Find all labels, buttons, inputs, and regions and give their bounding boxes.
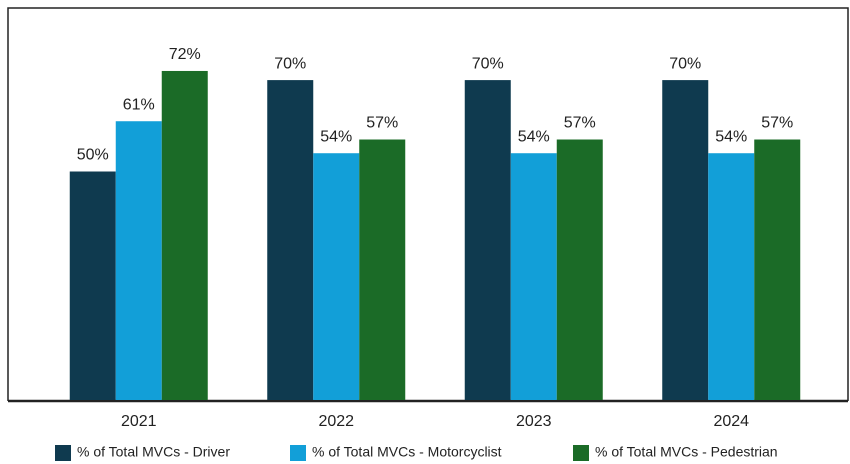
frame: [7, 7, 849, 401]
bar: [754, 139, 801, 400]
bar: [313, 153, 360, 400]
bar: [556, 139, 603, 400]
data-label: 57%: [761, 115, 793, 132]
data-label: 54%: [715, 128, 747, 145]
bar: [662, 80, 709, 400]
x-tick-label: 2024: [713, 413, 749, 430]
data-label: 61%: [123, 96, 155, 113]
x-tick-label: 2022: [318, 413, 354, 430]
legend-swatch: [55, 445, 71, 461]
legend-swatch: [290, 445, 306, 461]
data-label: 57%: [366, 115, 398, 132]
bar: [115, 121, 162, 400]
data-label: 54%: [320, 128, 352, 145]
bar: [69, 171, 116, 400]
bar: [267, 80, 314, 400]
legend-label: % of Total MVCs - Pedestrian: [595, 444, 778, 460]
bar: [161, 70, 208, 401]
legend-label: % of Total MVCs - Motorcyclist: [312, 444, 502, 460]
data-label: 72%: [169, 46, 201, 63]
bar: [464, 80, 511, 400]
bar: [359, 139, 406, 400]
data-label: 50%: [77, 147, 109, 164]
data-label: 70%: [472, 55, 504, 72]
data-label: 57%: [564, 115, 596, 132]
legend-swatch: [573, 445, 589, 461]
data-label: 70%: [274, 55, 306, 72]
x-tick-label: 2023: [516, 413, 552, 430]
bar: [708, 153, 755, 400]
bar: [510, 153, 557, 400]
data-label: 54%: [518, 128, 550, 145]
legend-label: % of Total MVCs - Driver: [77, 444, 230, 460]
x-tick-label: 2021: [121, 413, 157, 430]
data-label: 70%: [669, 55, 701, 72]
